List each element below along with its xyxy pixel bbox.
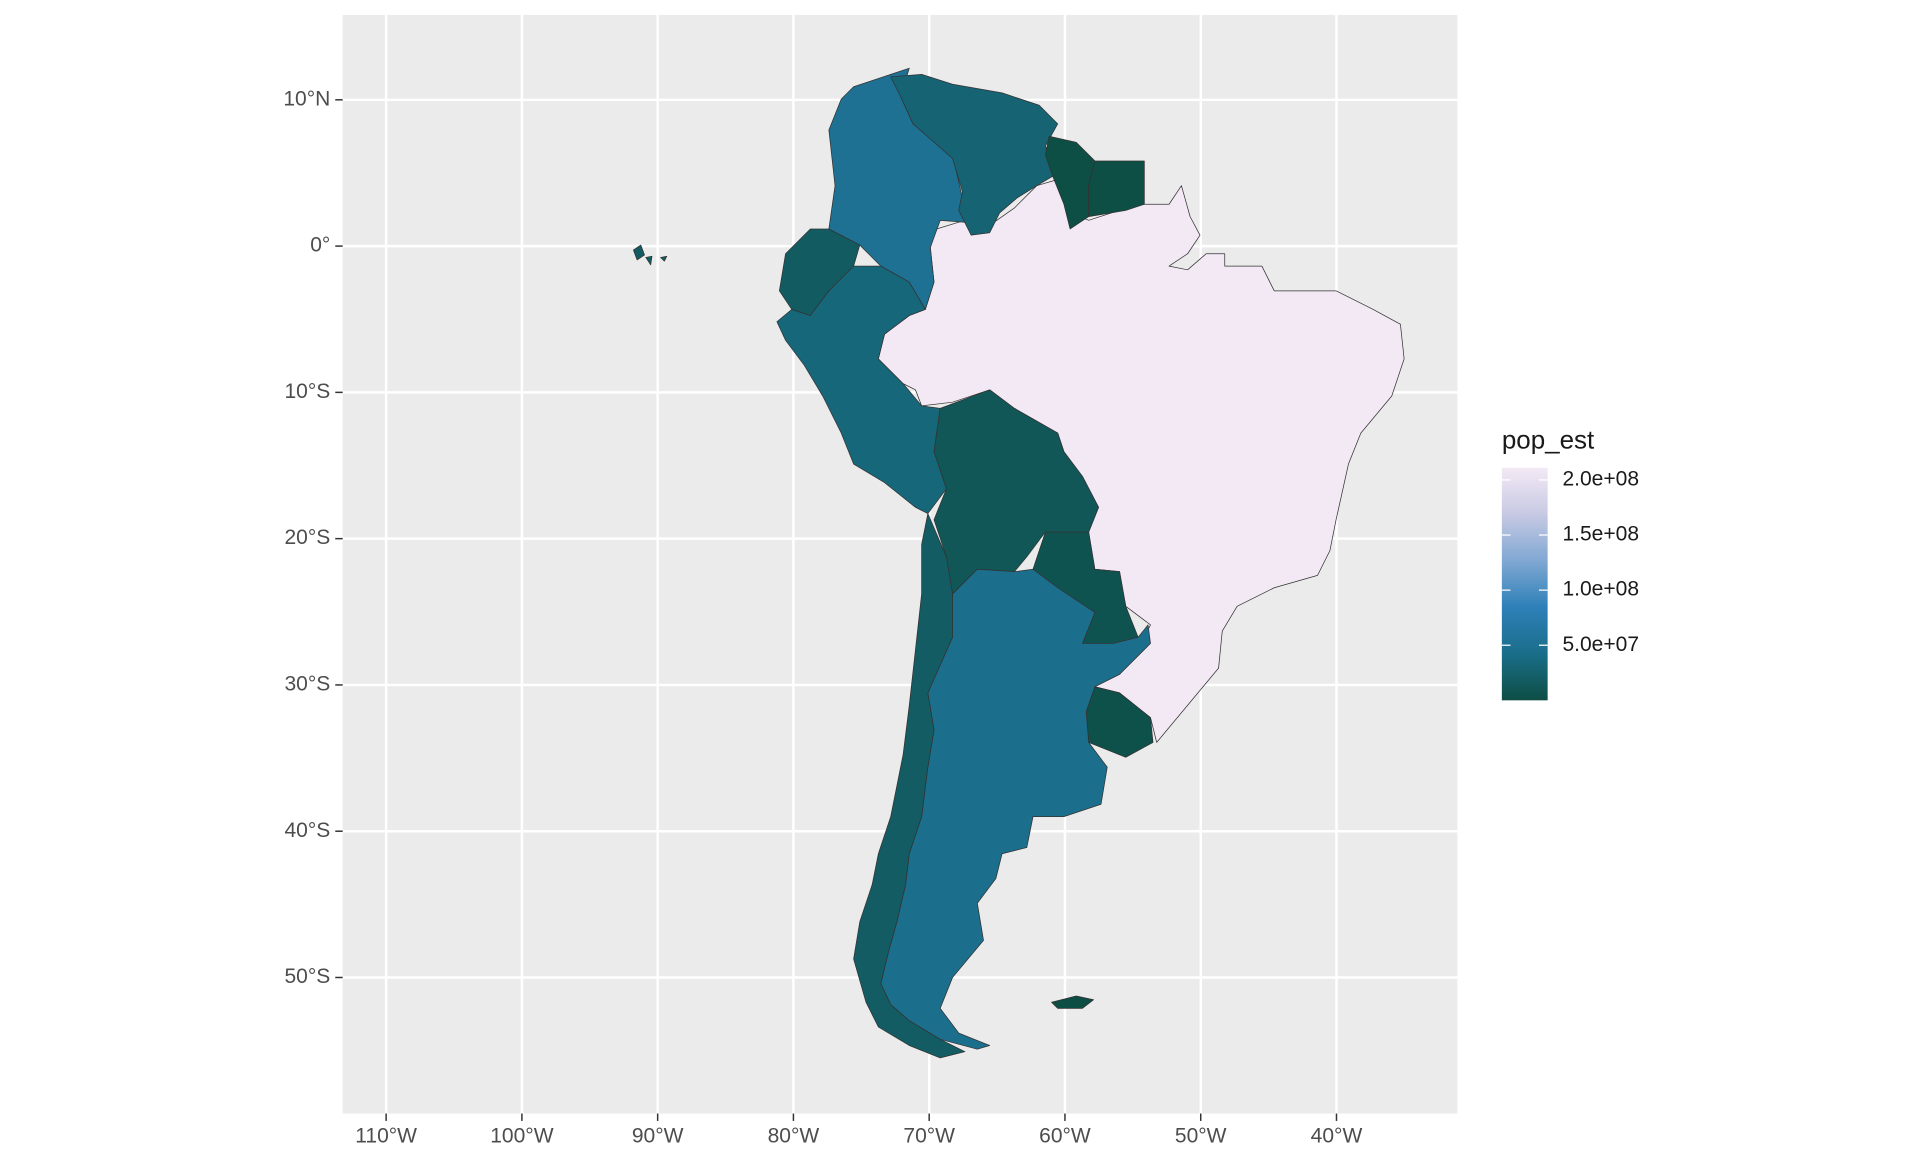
legend-label: 2.0e+08 [1562,467,1639,490]
region [1044,135,1096,230]
y-tick-label: 50°S [284,965,330,988]
y-tick-label: 40°S [284,819,330,842]
region [933,389,1099,595]
y-tick-label: 30°S [284,672,330,695]
legend-title: pop_est [1502,425,1595,455]
x-tick-label: 70°W [903,1125,955,1148]
x-tick-label: 100°W [490,1125,553,1148]
region [1051,995,1094,1009]
y-tick-label: 20°S [284,526,330,549]
x-tick-label: 60°W [1039,1125,1091,1148]
x-tick-label: 40°W [1311,1125,1363,1148]
legend-label: 1.5e+08 [1562,523,1639,546]
x-tick-label: 80°W [768,1125,820,1148]
y-tick-label: 10°N [283,87,330,110]
region [890,73,1059,236]
region [853,513,966,1059]
x-tick-label: 50°W [1175,1125,1227,1148]
region [877,179,1405,743]
legend-label: 1.0e+08 [1562,578,1639,601]
legend-label: 5.0e+07 [1562,633,1639,656]
x-tick-label: 90°W [632,1125,684,1148]
region [633,244,645,261]
region [660,255,668,262]
y-tick-label: 10°S [284,380,330,403]
region [645,255,653,266]
y-tick-label: 0° [310,234,330,257]
x-tick-label: 110°W [355,1125,417,1148]
region [1088,160,1145,217]
colorbar [1501,467,1548,701]
